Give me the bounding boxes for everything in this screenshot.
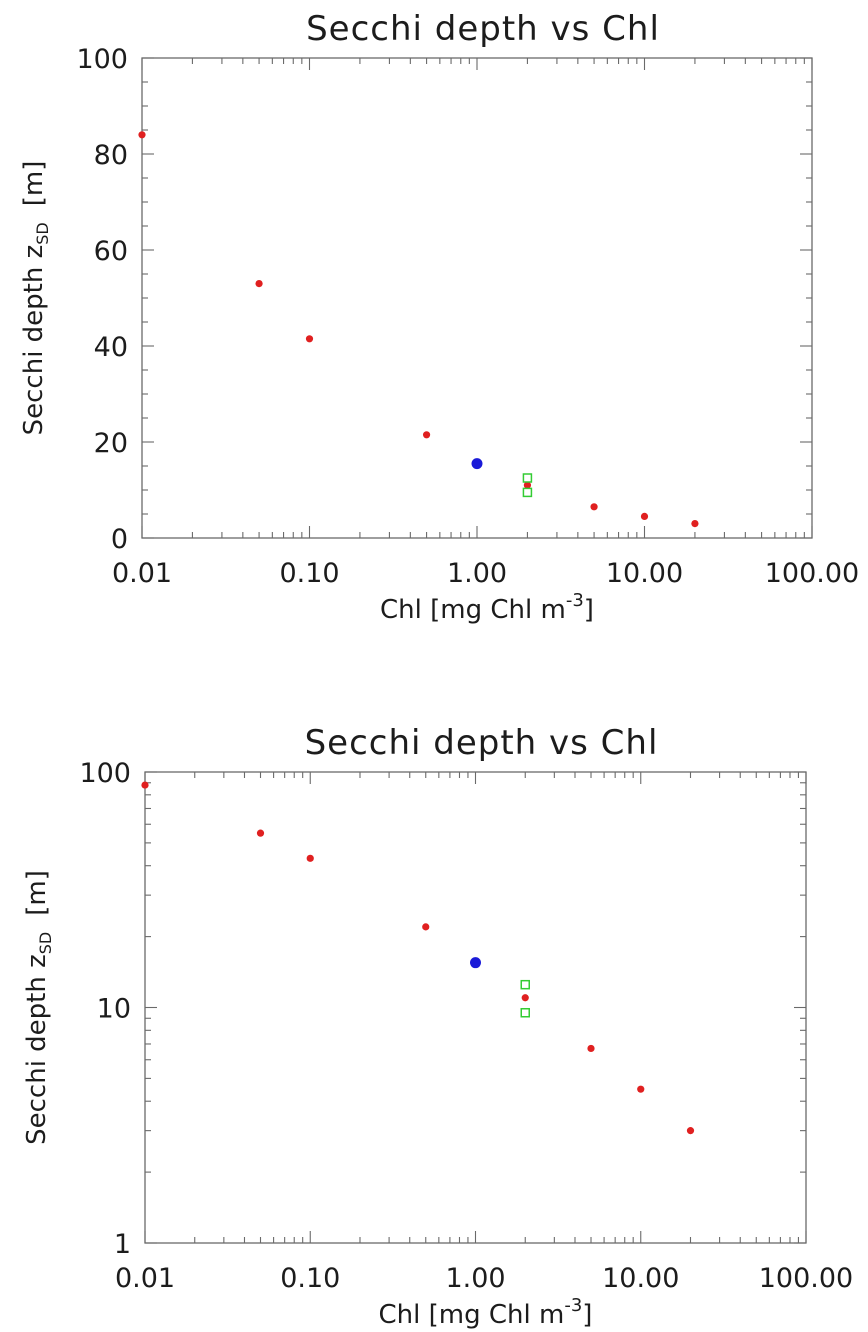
- y-axis-label-unit: [m]: [19, 161, 49, 207]
- data-point-red: [686, 1127, 695, 1135]
- x-tick-label: 0.01: [115, 1263, 175, 1294]
- y-tick-label: 100: [79, 758, 131, 789]
- data-point-green-square: [520, 1007, 530, 1018]
- x-tick-label: 0.10: [279, 558, 339, 589]
- y-axis-label: Secchi depth zSD [m]: [19, 161, 52, 436]
- data-point-red: [521, 994, 529, 1002]
- data-point-red: [590, 503, 598, 511]
- data-point-green-square: [522, 473, 533, 483]
- data-point-red: [306, 854, 314, 862]
- data-point-red: [422, 431, 431, 439]
- y-axis-label-unit: [m]: [22, 870, 52, 916]
- x-tick-label: 10.00: [602, 1263, 679, 1294]
- data-point-red: [587, 1044, 595, 1053]
- data-point-red: [255, 280, 263, 288]
- data-point-red: [305, 335, 314, 343]
- data-point-blue: [471, 458, 483, 470]
- y-tick-label: 40: [94, 332, 128, 363]
- x-axis-label-main: Chl [mg Chl m: [379, 1300, 565, 1330]
- x-axis-label-sup: -3: [564, 1295, 582, 1316]
- x-tick-label: 1.00: [447, 558, 507, 589]
- y-tick-label: 60: [94, 236, 128, 267]
- data-point-red: [422, 923, 430, 931]
- x-axis-label: Chl [mg Chl m-3]: [380, 590, 594, 625]
- data-point-red: [640, 512, 649, 521]
- x-axis-label-sup: -3: [566, 590, 584, 611]
- y-tick-label: 1: [114, 1229, 131, 1260]
- data-point-red: [138, 131, 146, 139]
- data-point-red: [523, 481, 532, 489]
- y-axis-label: Secchi depth zSD [m]: [22, 870, 55, 1145]
- x-tick-label: 1.00: [445, 1263, 505, 1294]
- data-point-red: [256, 829, 265, 837]
- chart-panel-2: 0.01 0.10 1.00 10.00 100.00 1 10 100 Secchi dept…: [22, 723, 853, 1330]
- x-tick-label: 100.00: [759, 1263, 853, 1294]
- data-point-red: [141, 781, 149, 789]
- data-point-red: [637, 1085, 645, 1093]
- x-tick-label: 0.01: [112, 558, 172, 589]
- y-tick-label: 10: [97, 994, 131, 1025]
- data-point-green-square: [520, 979, 530, 990]
- x-axis-label: Chl [mg Chl m-3]: [379, 1295, 593, 1330]
- x-tick-label: 0.10: [280, 1263, 340, 1294]
- x-axis-label-end: ]: [584, 595, 594, 625]
- y-tick-label: 20: [94, 428, 128, 459]
- data-point-blue: [470, 957, 481, 969]
- chart-title: Secchi depth vs Chl: [306, 9, 660, 49]
- y-tick-label: 0: [111, 524, 128, 555]
- y-axis-label-sub: SD: [36, 932, 55, 954]
- x-axis-label-end: ]: [582, 1300, 592, 1330]
- data-point-green-square: [522, 487, 533, 498]
- x-axis-label-main: Chl [mg Chl m: [380, 595, 566, 625]
- chart-title: Secchi depth vs Chl: [305, 723, 659, 763]
- y-axis-label-main: Secchi depth z: [22, 954, 52, 1145]
- x-tick-label: 10.00: [606, 558, 683, 589]
- chart-panel-1: 0.01 0.10 1.00 10.00 100.00 0 20 40 60 80 100 Secch…: [19, 9, 859, 625]
- x-tick-label: 100.00: [765, 558, 859, 589]
- y-tick-label: 80: [94, 140, 128, 171]
- y-axis-label-sub: SD: [33, 222, 52, 244]
- y-tick-label: 100: [76, 44, 128, 75]
- plot-frame: [144, 771, 807, 1244]
- data-point-red: [691, 520, 699, 528]
- y-axis-label-main: Secchi depth z: [19, 245, 49, 436]
